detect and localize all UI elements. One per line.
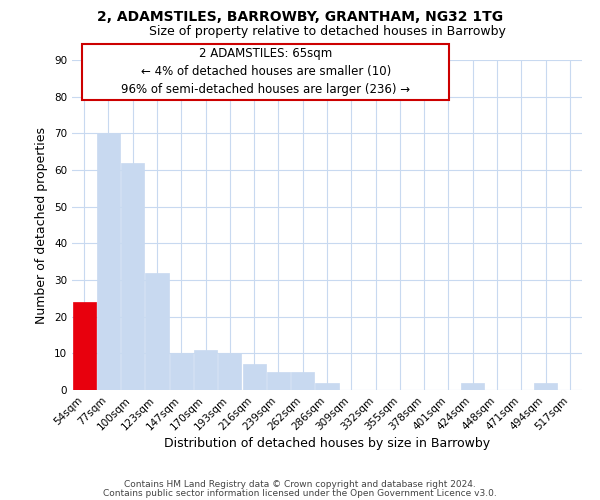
X-axis label: Distribution of detached houses by size in Barrowby: Distribution of detached houses by size … [164,438,490,450]
Y-axis label: Number of detached properties: Number of detached properties [35,126,49,324]
Text: 2 ADAMSTILES: 65sqm
← 4% of detached houses are smaller (10)
96% of semi-detache: 2 ADAMSTILES: 65sqm ← 4% of detached hou… [121,47,410,96]
Bar [121,162,144,390]
Text: 2, ADAMSTILES, BARROWBY, GRANTHAM, NG32 1TG: 2, ADAMSTILES, BARROWBY, GRANTHAM, NG32 … [97,10,503,24]
Bar [73,302,95,390]
Bar [97,134,120,390]
Text: Contains public sector information licensed under the Open Government Licence v3: Contains public sector information licen… [103,488,497,498]
FancyBboxPatch shape [82,44,449,100]
Bar [534,382,557,390]
Title: Size of property relative to detached houses in Barrowby: Size of property relative to detached ho… [149,25,505,38]
Bar [145,272,169,390]
Text: Contains HM Land Registry data © Crown copyright and database right 2024.: Contains HM Land Registry data © Crown c… [124,480,476,489]
Bar [218,354,241,390]
Bar [316,382,338,390]
Bar [242,364,266,390]
Bar [461,382,484,390]
Bar [291,372,314,390]
Bar [194,350,217,390]
Bar [267,372,290,390]
Bar [170,354,193,390]
